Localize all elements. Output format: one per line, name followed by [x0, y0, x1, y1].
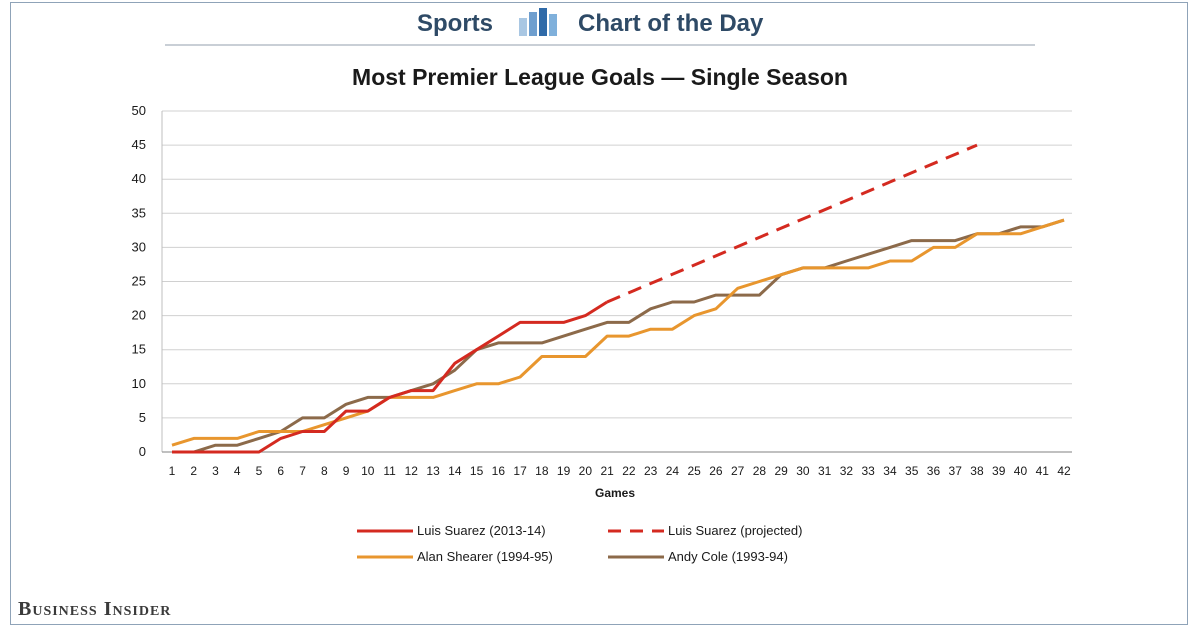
x-tick-label: 34	[883, 464, 897, 478]
legend-label: Luis Suarez (2013-14)	[417, 523, 546, 538]
bar-chart-icon	[519, 8, 557, 36]
legend-label: Andy Cole (1993-94)	[668, 549, 788, 564]
x-tick-label: 4	[234, 464, 241, 478]
chart-title: Most Premier League Goals — Single Seaso…	[352, 64, 848, 90]
legend-label: Alan Shearer (1994-95)	[417, 549, 553, 564]
legend-label: Luis Suarez (projected)	[668, 523, 802, 538]
x-tick-label: 35	[905, 464, 919, 478]
grid-lines	[162, 110, 1072, 419]
x-tick-label: 38	[970, 464, 984, 478]
x-tick-label: 42	[1057, 464, 1071, 478]
x-tick-label: 18	[535, 464, 549, 478]
x-tick-label: 14	[448, 464, 462, 478]
y-tick-label: 25	[132, 274, 146, 289]
x-tick-label: 16	[492, 464, 506, 478]
x-tick-label: 41	[1036, 464, 1050, 478]
x-tick-label: 32	[840, 464, 854, 478]
x-tick-label: 10	[361, 464, 375, 478]
business-insider-logo: Business Insider	[18, 598, 172, 620]
x-tick-label: 15	[470, 464, 484, 478]
x-tick-label: 3	[212, 464, 219, 478]
x-tick-labels: 1 2 3 4 5 6 7 8 9 10 11 12 13 14 15 16 17 18 19 20 21 22 23 24 2…	[169, 464, 1071, 478]
x-tick-label: 29	[774, 464, 788, 478]
y-tick-label: 35	[132, 205, 146, 220]
y-tick-label: 45	[132, 137, 146, 152]
x-tick-label: 13	[426, 464, 440, 478]
y-tick-labels: 0 5 10 15 20 25 30 35 40 45 50	[132, 103, 146, 459]
x-tick-label: 22	[622, 464, 636, 478]
x-tick-label: 40	[1014, 464, 1028, 478]
x-tick-label: 28	[753, 464, 767, 478]
x-axis-label: Games	[595, 486, 635, 500]
x-tick-label: 9	[343, 464, 350, 478]
x-tick-label: 27	[731, 464, 745, 478]
y-tick-label: 50	[132, 103, 146, 118]
y-tick-label: 10	[132, 376, 146, 391]
x-tick-label: 11	[383, 464, 396, 478]
x-tick-label: 8	[321, 464, 328, 478]
header-chart-of-the-day-label: Chart of the Day	[578, 10, 764, 37]
x-tick-label: 36	[927, 464, 941, 478]
y-tick-label: 40	[132, 171, 146, 186]
header-banner: Sports Chart of the Day	[0, 0, 1200, 44]
x-tick-label: 1	[169, 464, 176, 478]
series-line-andy-cole-1993-94	[172, 218, 1065, 454]
x-tick-label: 33	[862, 464, 876, 478]
series-line-luis-suarez-2013-14	[172, 300, 608, 454]
x-tick-label: 21	[600, 464, 614, 478]
series-line-alan-shearer-1994-95	[171, 218, 1065, 447]
series-lines	[171, 143, 1065, 454]
axes	[161, 111, 1072, 453]
x-tick-label: 17	[513, 464, 527, 478]
x-tick-label: 20	[579, 464, 593, 478]
x-tick-label: 5	[256, 464, 263, 478]
series-line-luis-suarez-projected	[606, 143, 978, 304]
y-tick-label: 20	[132, 308, 146, 323]
y-tick-label: 0	[139, 444, 146, 459]
x-tick-label: 6	[277, 464, 284, 478]
header-sports-label: Sports	[417, 10, 494, 37]
y-tick-label: 5	[139, 410, 146, 425]
header-divider	[165, 44, 1035, 46]
x-tick-label: 7	[299, 464, 306, 478]
x-tick-label: 19	[557, 464, 571, 478]
x-tick-label: 26	[709, 464, 723, 478]
x-tick-label: 31	[818, 464, 832, 478]
x-tick-label: 39	[992, 464, 1006, 478]
x-tick-label: 23	[644, 464, 658, 478]
x-tick-label: 24	[666, 464, 680, 478]
x-tick-label: 37	[949, 464, 963, 478]
chart-frame	[10, 2, 1188, 625]
legend: Luis Suarez (2013-14) Luis Suarez (projec…	[357, 523, 802, 564]
x-tick-label: 2	[190, 464, 197, 478]
x-tick-label: 30	[796, 464, 810, 478]
y-tick-label: 15	[132, 342, 146, 357]
y-tick-label: 30	[132, 239, 146, 254]
x-tick-label: 25	[687, 464, 701, 478]
x-tick-label: 12	[405, 464, 419, 478]
